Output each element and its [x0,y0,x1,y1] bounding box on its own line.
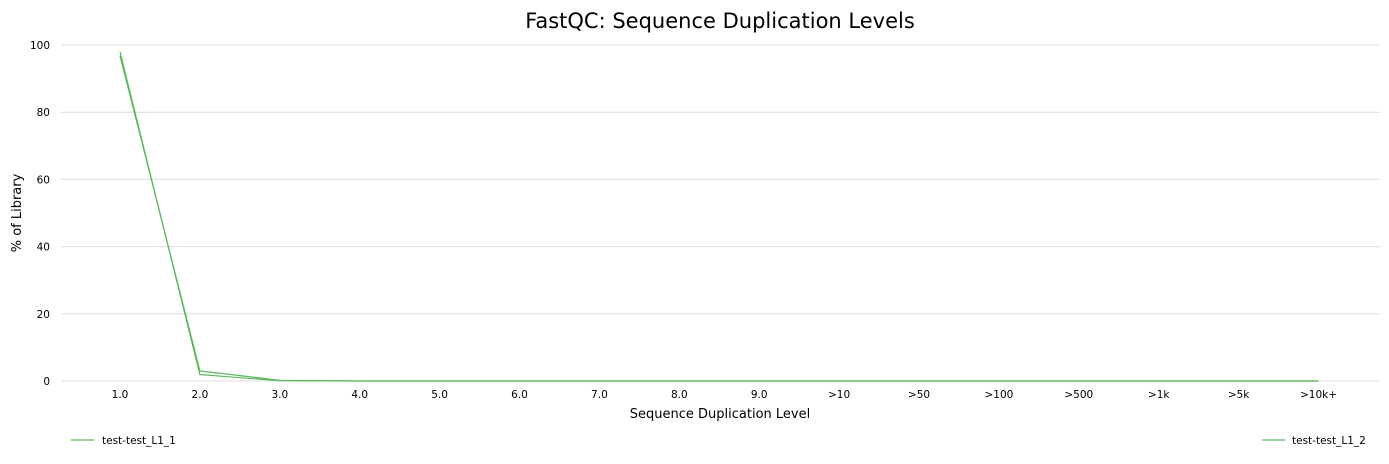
chart-title: FastQC: Sequence Duplication Levels [525,9,915,33]
x-tick-label: 4.0 [351,389,368,401]
x-tick-label: >10 [828,389,850,401]
series-line-2 [119,55,1319,382]
y-axis-label: % of Library [10,173,25,252]
legend-item-2[interactable]: test-test_L1_2 [1262,435,1366,447]
legend-item-1[interactable]: test-test_L1_1 [71,435,176,447]
x-tick-label: >1k [1148,389,1170,401]
series-lines [119,51,1319,382]
y-tick-label: 80 [37,107,50,119]
x-tick-label: 1.0 [112,389,129,401]
series-line-1 [119,51,1319,382]
x-tick-label: >10k+ [1300,389,1337,401]
y-tick-label: 100 [30,40,50,52]
grid-lines [61,44,1380,382]
x-tick-label: >100 [984,389,1013,401]
legend: test-test_L1_1 test-test_L1_2 [71,435,1366,447]
x-tick-label: 5.0 [431,389,448,401]
legend-label: test-test_L1_1 [102,435,176,447]
x-tick-label: >50 [908,389,930,401]
y-tick-label: 0 [43,376,50,388]
x-tick-label: 7.0 [591,389,608,401]
y-tick-label: 40 [37,242,50,254]
x-tick-label: 9.0 [751,389,768,401]
x-axis-label: Sequence Duplication Level [630,407,810,422]
x-tick-label: 2.0 [192,389,209,401]
x-tick-label: >5k [1228,389,1250,401]
y-axis-ticks: 0 20 40 60 80 100 [30,40,50,388]
x-tick-label: 8.0 [671,389,688,401]
x-tick-label: >500 [1064,389,1093,401]
y-tick-label: 20 [37,309,50,321]
legend-label: test-test_L1_2 [1292,435,1366,447]
x-tick-label: 3.0 [271,389,288,401]
x-axis-ticks: 1.0 2.0 3.0 4.0 5.0 6.0 7.0 8.0 9.0 >10 >50 >100 >50… [112,389,1337,401]
y-tick-label: 60 [37,174,50,186]
x-tick-label: 6.0 [511,389,528,401]
